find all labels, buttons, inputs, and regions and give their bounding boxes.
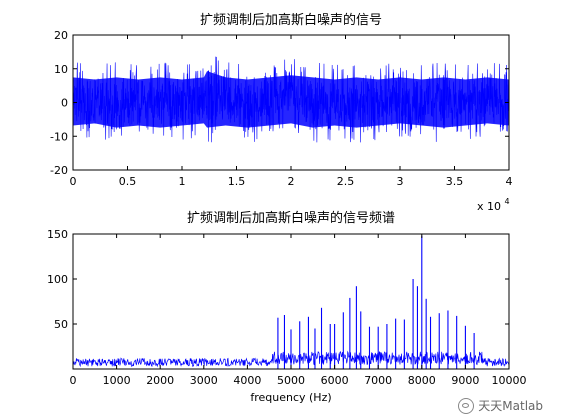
x-tick-label: 2.5	[337, 175, 355, 188]
y-tick-label: 10	[54, 63, 68, 76]
spectrum-plot-title: 扩频调制后加高斯白噪声的信号频谱	[187, 210, 395, 226]
x-tick-label: 0.5	[119, 175, 137, 188]
spectrum-plot-x-label: frequency (Hz)	[250, 391, 331, 404]
y-tick-label: 150	[47, 228, 68, 241]
x-tick-label: 7000	[364, 374, 392, 387]
x-tick-label: 4000	[233, 374, 261, 387]
y-tick-label: -20	[50, 164, 68, 177]
signal-plot-x-scale-exponent: 4	[505, 197, 510, 206]
x-tick-label: 9000	[451, 374, 479, 387]
wechat-icon	[458, 397, 475, 414]
x-tick-label: 3.5	[446, 175, 464, 188]
x-tick-label: 6000	[321, 374, 349, 387]
x-tick-label: 3	[397, 175, 404, 188]
spectrum-plot: 扩频调制后加高斯白噪声的信号频谱 0 1000 2000 3000 4000 5000 60…	[47, 210, 527, 404]
signal-plot-data	[72, 56, 510, 143]
signal-plot-x-scale-base: x 10	[477, 200, 501, 213]
x-tick-label: 2	[288, 175, 295, 188]
y-tick-label: 100	[47, 273, 68, 286]
x-tick-label: 5000	[277, 374, 305, 387]
signal-plot-x-scale: x 10 4	[477, 197, 510, 213]
signal-core-band	[73, 71, 509, 128]
spectrum-plot-data	[72, 235, 510, 369]
signal-plot-title: 扩频调制后加高斯白噪声的信号	[200, 12, 382, 28]
x-tick-label: 2000	[146, 374, 174, 387]
watermark-text: 天天Matlab	[478, 399, 543, 413]
x-tick-label: 4	[506, 175, 513, 188]
x-tick-label: 0	[70, 175, 77, 188]
x-tick-label: 1000	[103, 374, 131, 387]
signal-plot-ticks: 0 0.5 1 1.5 2 2.5 3 3.5 4 -20 -10 0 10 20	[50, 29, 512, 188]
spectrum-plot-ticks: 0 1000 2000 3000 4000 5000 6000 7000 8000 9000 100…	[47, 228, 527, 387]
x-tick-label: 1.5	[228, 175, 246, 188]
x-tick-label: 10000	[492, 374, 527, 387]
y-tick-label: 20	[54, 29, 68, 42]
y-tick-label: -10	[50, 130, 68, 143]
x-tick-label: 1	[179, 175, 186, 188]
y-tick-label: 50	[54, 318, 68, 331]
signal-plot: 扩频调制后加高斯白噪声的信号 0 0.5 1 1.5 2 2.5 3 3.5 4 -20 -10 0 1…	[50, 12, 512, 213]
y-tick-label: 0	[61, 97, 68, 110]
watermark: 天天Matlab	[458, 397, 543, 414]
x-tick-label: 3000	[190, 374, 218, 387]
x-tick-label: 0	[70, 374, 77, 387]
x-tick-label: 8000	[408, 374, 436, 387]
